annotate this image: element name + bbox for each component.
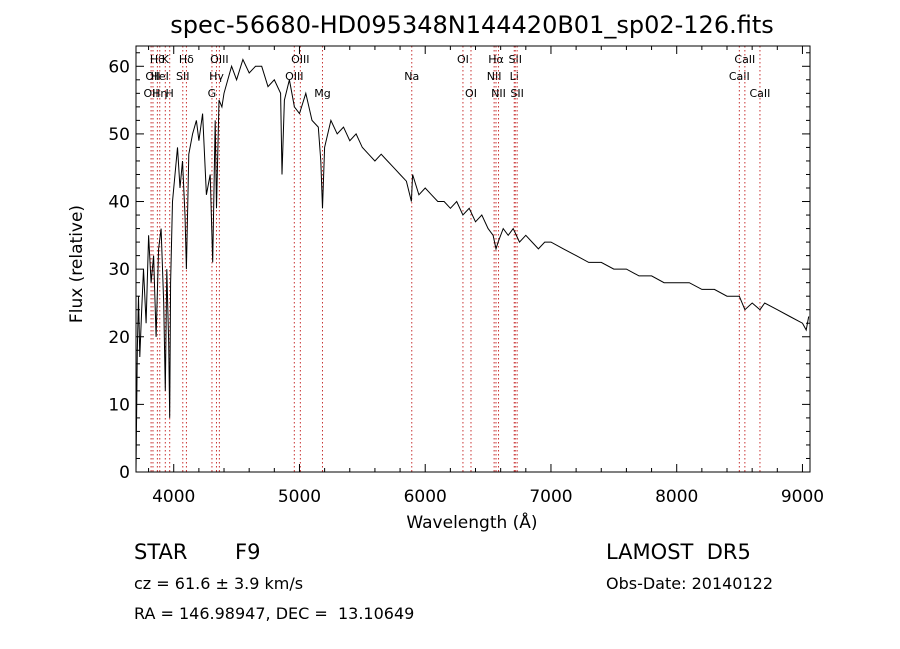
y-axis-ticks: 0 10 20 30 40 50 60 (108, 52, 810, 483)
x-tick-label: 8000 (655, 487, 698, 507)
line-label: OII (144, 87, 159, 100)
observation-date: Obs-Date: 20140122 (606, 574, 774, 593)
spectrum-chart: spec-56680-HD095348N144420B01_sp02-126.f… (67, 11, 824, 533)
y-tick-label: 30 (108, 260, 130, 280)
line-label: OII (145, 70, 160, 83)
line-label: CaII (734, 53, 755, 66)
plot-frame (135, 45, 811, 473)
survey-name: LAMOST DR5 (606, 540, 751, 564)
y-tick-label: 60 (108, 57, 130, 77)
line-label: G (208, 87, 217, 100)
y-tick-label: 0 (119, 463, 130, 483)
line-label: Hδ (179, 53, 194, 66)
line-label: OIII (291, 53, 309, 66)
y-tick-label: 50 (108, 125, 130, 145)
x-tick-label: 5000 (278, 487, 321, 507)
line-label: CaII (749, 87, 770, 100)
line-label: CaII (729, 70, 750, 83)
line-label: SII (509, 53, 522, 66)
line-label: Hγ (209, 70, 224, 83)
y-tick-label: 20 (108, 328, 130, 348)
sky-coordinates: RA = 146.98947, DEC = 13.10649 (134, 604, 415, 623)
line-label: Hη (152, 87, 167, 100)
line-label: Na (404, 70, 419, 83)
emission-line-markers: OIIOIIHθHeIHηKHSIIHδGHγOIIIOIIIOIIIMgNaO… (144, 46, 770, 472)
line-label: SII (510, 87, 523, 100)
y-tick-label: 10 (108, 395, 130, 415)
x-axis-label: Wavelength (Å) (406, 511, 537, 533)
redshift-velocity: cz = 61.6 ± 3.9 km/s (134, 574, 304, 593)
x-tick-label: 7000 (529, 487, 572, 507)
x-tick-label: 6000 (404, 487, 447, 507)
chart-title: spec-56680-HD095348N144420B01_sp02-126.f… (170, 11, 774, 39)
line-label: Hθ (150, 53, 165, 66)
x-axis-ticks: 4000 5000 6000 7000 8000 9000 (148, 46, 824, 507)
object-class: STAR (134, 540, 188, 564)
line-label: OIII (285, 70, 303, 83)
line-label: HeI (151, 70, 169, 83)
line-label: OI (457, 53, 469, 66)
line-label: NII (491, 87, 506, 100)
line-label: NII (487, 70, 502, 83)
line-label: K (162, 53, 170, 66)
line-label: OIII (210, 53, 228, 66)
line-label: Mg (314, 87, 330, 100)
line-label: Li (510, 70, 519, 83)
y-axis-label: Flux (relative) (67, 205, 87, 323)
x-tick-label: 4000 (152, 487, 195, 507)
spectrum-line (135, 58, 810, 473)
line-label: OI (465, 87, 477, 100)
line-label: Hα (488, 53, 504, 66)
spectral-subclass: F9 (235, 540, 261, 564)
line-label: SII (176, 70, 189, 83)
x-tick-label: 9000 (781, 487, 824, 507)
line-label: H (166, 87, 174, 100)
y-tick-label: 40 (108, 193, 130, 213)
